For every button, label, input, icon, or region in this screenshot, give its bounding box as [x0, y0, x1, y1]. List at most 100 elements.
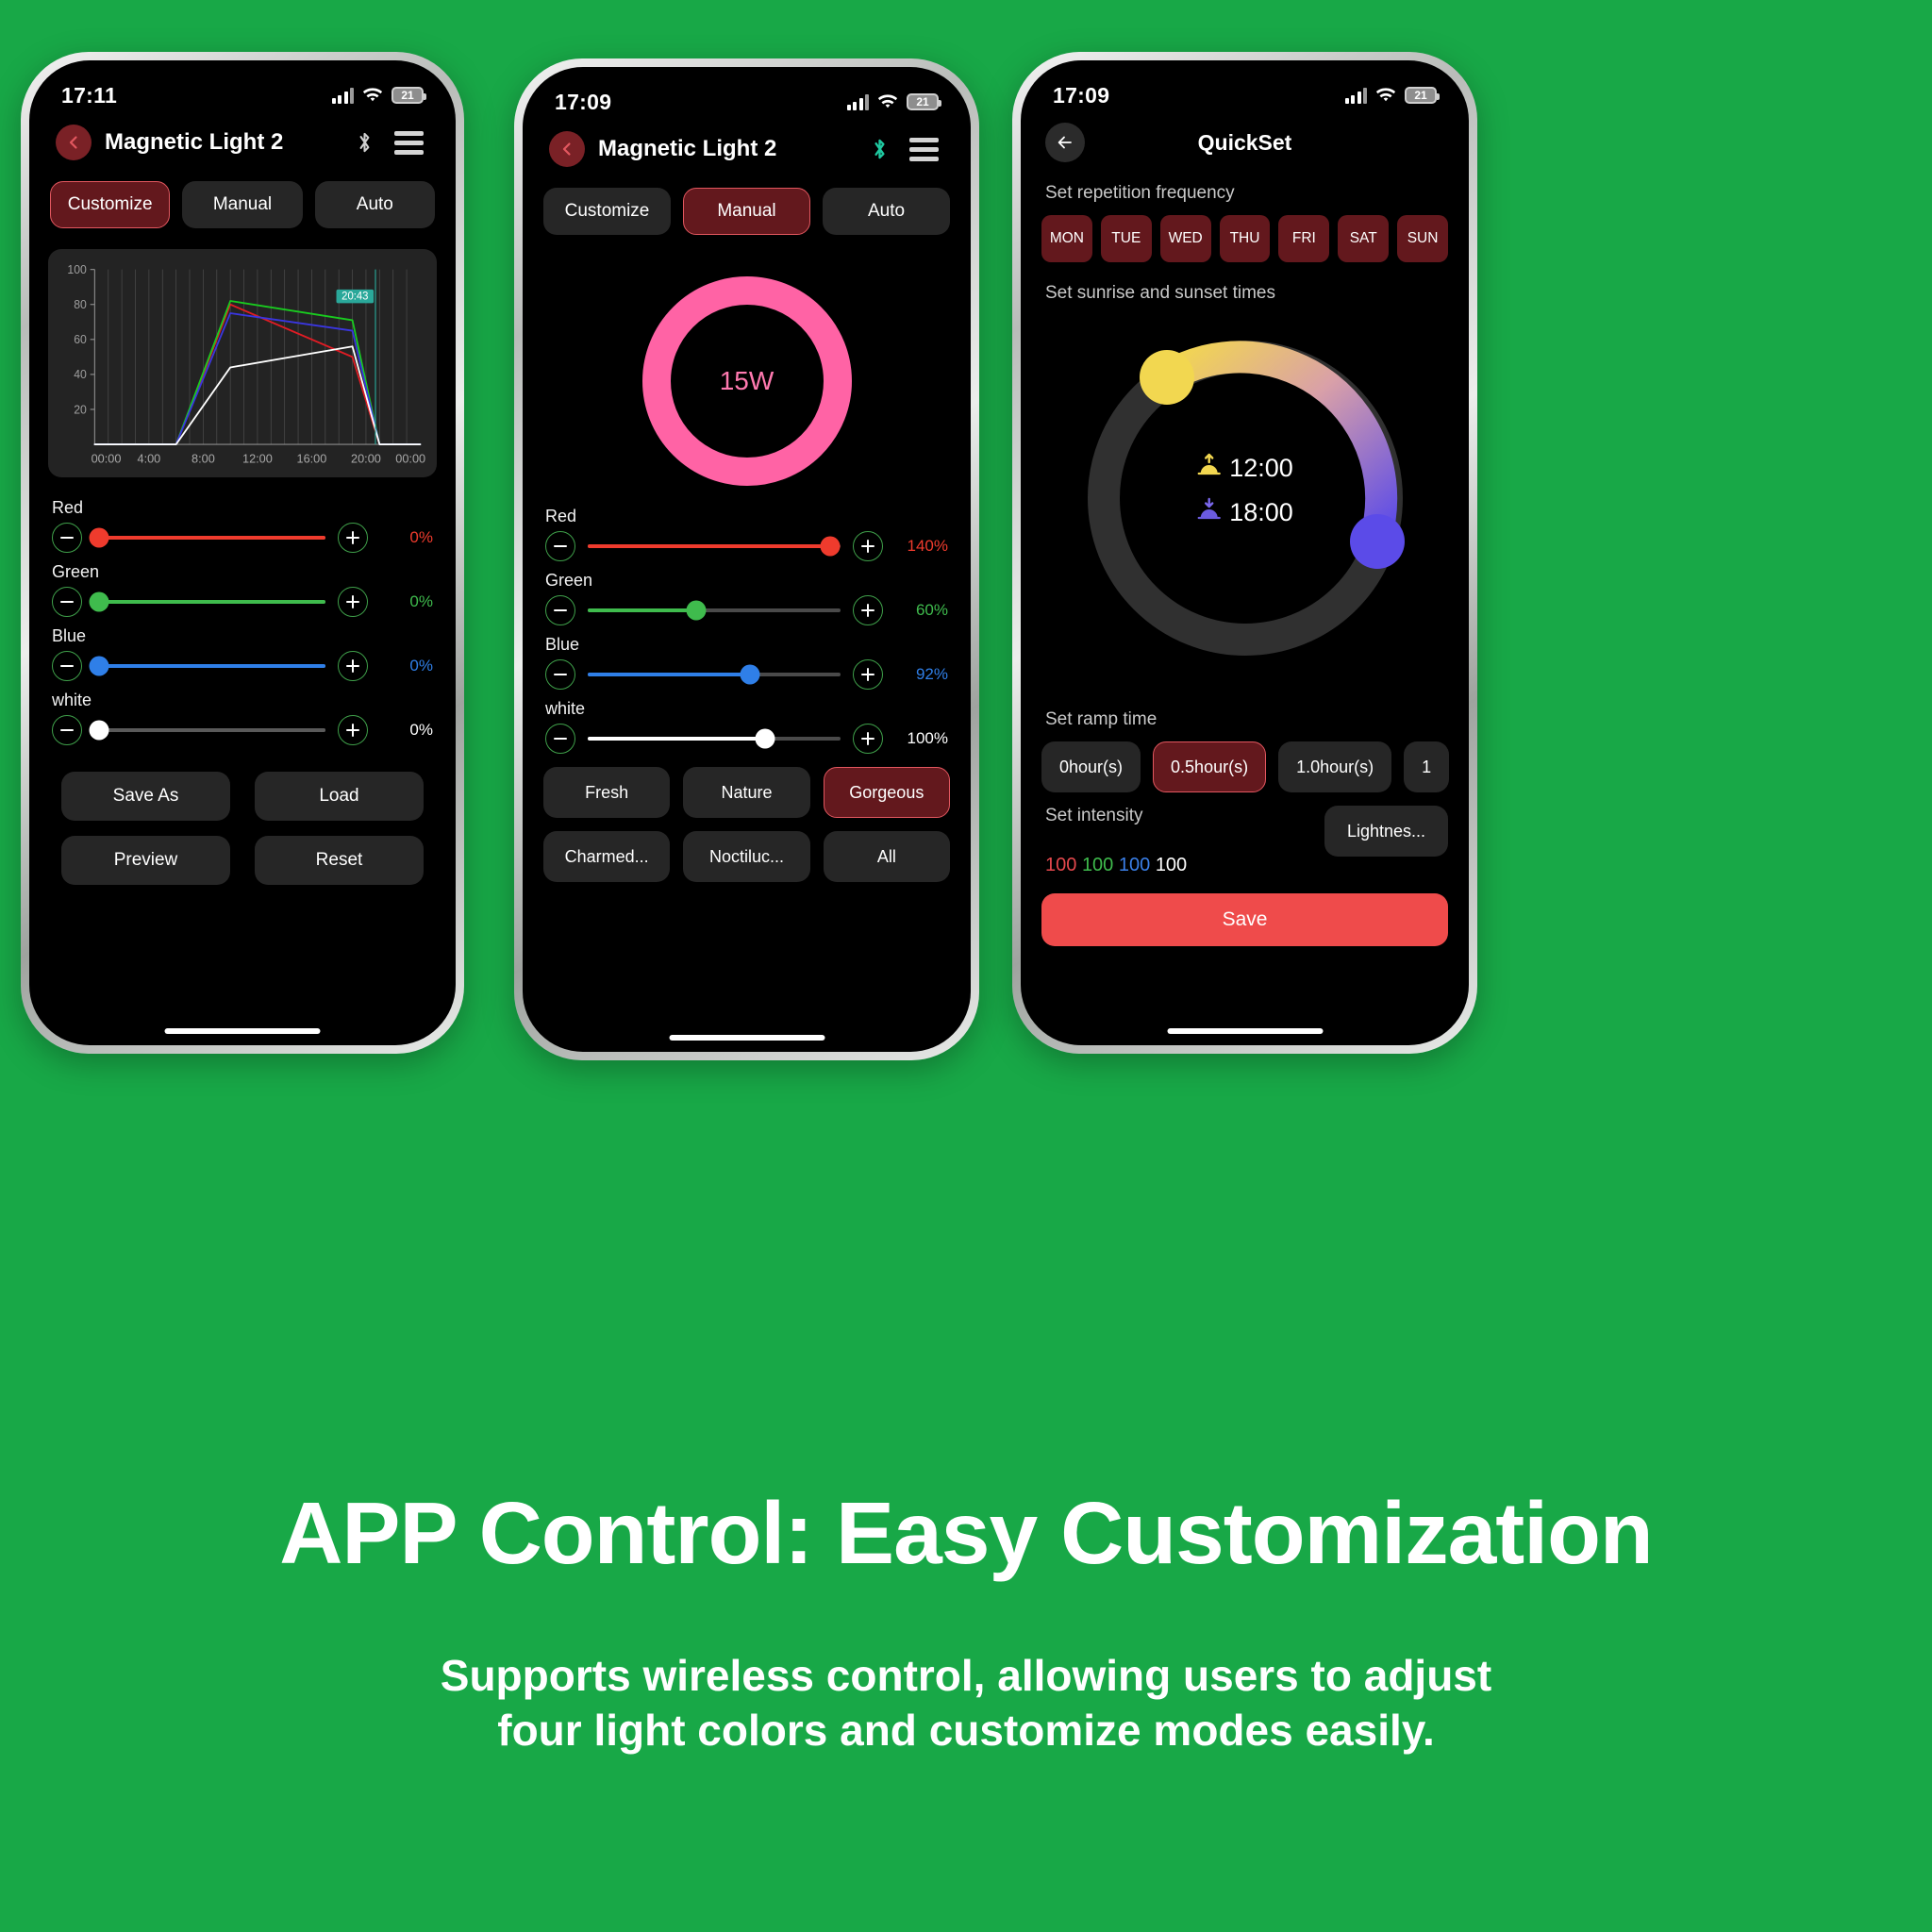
page-title: QuickSet: [1197, 129, 1292, 155]
load-button[interactable]: Load: [255, 772, 424, 821]
app-header-1: Magnetic Light 2: [29, 113, 456, 160]
decrement-green-button[interactable]: [52, 587, 82, 617]
slider-value-blue: 92%: [915, 665, 948, 683]
schedule-line-chart[interactable]: 20 40 60 80 100 00:00 4:00 8:00 12:00 16:00 20:00 0…: [54, 260, 427, 472]
home-indicator: [1167, 1028, 1323, 1034]
sunrise-icon: [1196, 453, 1221, 484]
home-indicator: [669, 1035, 824, 1041]
sunrise-handle[interactable]: [1139, 350, 1194, 405]
decrement-blue-button[interactable]: [545, 659, 575, 690]
wifi-icon: [362, 87, 383, 104]
decrement-white-button[interactable]: [52, 715, 82, 745]
sunset-icon: [1196, 497, 1221, 528]
sunset-row: 18:00: [1196, 497, 1293, 528]
back-button[interactable]: [1045, 123, 1085, 162]
slider-row-white: white 0%: [52, 691, 433, 745]
preview-button[interactable]: Preview: [61, 836, 230, 885]
ramp-0hour[interactable]: 0hour(s): [1041, 741, 1141, 792]
save-button[interactable]: Save: [1041, 893, 1448, 946]
reset-button[interactable]: Reset: [255, 836, 424, 885]
sunset-time[interactable]: 18:00: [1229, 498, 1293, 526]
section-label-intensity: Set intensity: [1045, 806, 1143, 825]
slider-track-blue[interactable]: [89, 656, 325, 676]
slider-track-white[interactable]: [588, 728, 841, 749]
intensity-white: 100: [1155, 855, 1188, 875]
hamburger-menu-icon[interactable]: [394, 130, 424, 155]
sunrise-time[interactable]: 12:00: [1229, 454, 1293, 482]
preset-all[interactable]: All: [823, 831, 950, 882]
weekday-sun[interactable]: SUN: [1397, 215, 1449, 262]
decrement-green-button[interactable]: [545, 595, 575, 625]
tab-manual[interactable]: Manual: [683, 188, 810, 235]
slider-row-red: Red 0%: [52, 498, 433, 553]
tab-manual[interactable]: Manual: [182, 181, 303, 228]
decrement-white-button[interactable]: [545, 724, 575, 754]
increment-blue-button[interactable]: [338, 651, 368, 681]
preset-gorgeous[interactable]: Gorgeous: [823, 767, 950, 818]
slider-track-red[interactable]: [89, 527, 325, 548]
notch: [665, 67, 828, 95]
increment-blue-button[interactable]: [853, 659, 883, 690]
arrow-left-icon: [1058, 136, 1072, 149]
sunrise-sunset-dial-wrap: 12:00 18:00: [1021, 309, 1469, 706]
sunset-handle[interactable]: [1349, 514, 1405, 569]
preset-nature[interactable]: Nature: [683, 767, 810, 818]
tab-auto[interactable]: Auto: [823, 188, 950, 235]
weekday-sat[interactable]: SAT: [1338, 215, 1390, 262]
increment-white-button[interactable]: [853, 724, 883, 754]
ramp-0-5hour[interactable]: 0.5hour(s): [1153, 741, 1267, 792]
power-dial[interactable]: 15W: [641, 276, 852, 486]
increment-red-button[interactable]: [853, 531, 883, 561]
preset-fresh[interactable]: Fresh: [543, 767, 671, 818]
preset-charmed[interactable]: Charmed...: [543, 831, 671, 882]
svg-text:20:43: 20:43: [341, 291, 368, 302]
slider-row-green: Green 60%: [545, 571, 948, 625]
ramp-1-0hour[interactable]: 1.0hour(s): [1278, 741, 1392, 792]
bluetooth-icon[interactable]: [871, 137, 889, 161]
section-label-times: Set sunrise and sunset times: [1045, 283, 1275, 303]
chevron-left-icon: [69, 136, 77, 149]
slider-track-red[interactable]: [588, 536, 841, 557]
svg-text:60: 60: [74, 333, 87, 346]
ramp-next-partial[interactable]: 1: [1404, 741, 1450, 792]
increment-green-button[interactable]: [853, 595, 883, 625]
tab-customize[interactable]: Customize: [543, 188, 671, 235]
save-as-button[interactable]: Save As: [61, 772, 230, 821]
slider-value-white: 100%: [907, 729, 948, 747]
lightness-button[interactable]: Lightnes...: [1324, 806, 1448, 857]
status-bar-1: 17:11 21: [29, 60, 456, 113]
tab-auto[interactable]: Auto: [314, 181, 435, 228]
decrement-blue-button[interactable]: [52, 651, 82, 681]
decrement-red-button[interactable]: [52, 523, 82, 553]
wifi-icon: [877, 93, 898, 110]
slider-track-green[interactable]: [89, 591, 325, 612]
weekday-fri[interactable]: FRI: [1278, 215, 1330, 262]
weekday-tue[interactable]: TUE: [1100, 215, 1152, 262]
weekday-thu[interactable]: THU: [1219, 215, 1271, 262]
increment-red-button[interactable]: [338, 523, 368, 553]
sunrise-sunset-dial[interactable]: [1057, 309, 1434, 687]
slider-track-green[interactable]: [588, 600, 841, 621]
back-button[interactable]: [56, 125, 92, 160]
weekday-mon[interactable]: MON: [1041, 215, 1092, 262]
increment-green-button[interactable]: [338, 587, 368, 617]
increment-white-button[interactable]: [338, 715, 368, 745]
decrement-red-button[interactable]: [545, 531, 575, 561]
back-button[interactable]: [549, 131, 585, 167]
notch: [1163, 60, 1326, 89]
color-sliders-1: Red 0% Green: [29, 477, 456, 745]
tab-customize[interactable]: Customize: [50, 181, 171, 228]
weekday-wed[interactable]: WED: [1159, 215, 1211, 262]
battery-indicator: 21: [1405, 87, 1440, 104]
schedule-chart-card[interactable]: 20 40 60 80 100 00:00 4:00 8:00 12:00 16:00 20:00 0…: [48, 249, 437, 477]
bluetooth-icon[interactable]: [356, 130, 374, 155]
slider-track-white[interactable]: [89, 720, 325, 741]
subcaption-text: Supports wireless control, allowing user…: [236, 1649, 1696, 1757]
slider-track-blue[interactable]: [588, 664, 841, 685]
signal-bars-icon: [846, 93, 869, 110]
weekday-selector: MON TUE WED THU FRI SAT SUN: [1021, 204, 1469, 262]
preset-noctiluc[interactable]: Noctiluc...: [683, 831, 810, 882]
hamburger-menu-icon[interactable]: [909, 137, 939, 161]
phone-2: 17:09 21 Magnetic Light 2: [514, 58, 979, 1060]
svg-text:20: 20: [74, 403, 87, 416]
